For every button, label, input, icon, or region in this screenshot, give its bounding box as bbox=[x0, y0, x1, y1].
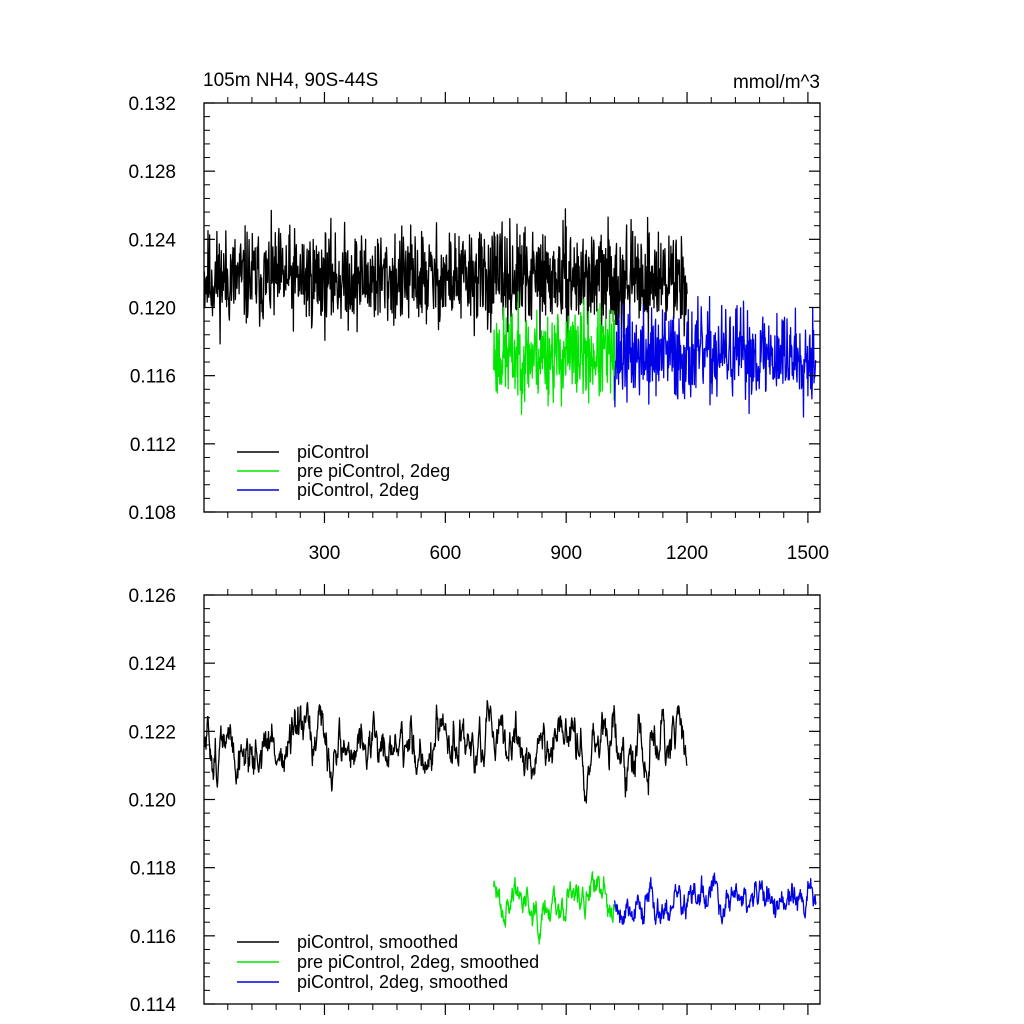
y-tick-label: 0.118 bbox=[130, 859, 176, 880]
x-tick-label: 300 bbox=[309, 543, 341, 564]
x-tick-label: 1500 bbox=[787, 543, 829, 564]
y-tick-label: 0.124 bbox=[128, 654, 176, 675]
top-title-left: 105m NH4, 90S-44S bbox=[203, 70, 378, 91]
x-tick-label: 900 bbox=[550, 543, 582, 564]
legend-label: pre piControl, 2deg, smoothed bbox=[297, 952, 539, 972]
series-line-2 bbox=[493, 871, 616, 945]
y-tick-label: 0.122 bbox=[128, 722, 176, 743]
series-line-1 bbox=[203, 700, 688, 804]
y-tick-label: 0.120 bbox=[128, 299, 176, 320]
y-tick-label: 0.116 bbox=[130, 927, 176, 948]
bottom-panel: 0.114 0.116 0.118 0.120 0.122 0.124 0.126 piCo… bbox=[128, 584, 821, 1016]
y-tick-label: 0.128 bbox=[128, 162, 176, 183]
top-series-group bbox=[203, 208, 817, 418]
x-tick-label: 600 bbox=[429, 543, 461, 564]
legend-label: piControl, smoothed bbox=[297, 932, 458, 952]
y-tick-label: 0.112 bbox=[130, 435, 176, 456]
legend-label: piControl, 2deg, smoothed bbox=[297, 972, 508, 992]
top-panel: 105m NH4, 90S-44S mmol/m^3 0.1080.1120.1… bbox=[128, 70, 829, 564]
y-tick-label: 0.116 bbox=[130, 367, 176, 388]
top-title-right: mmol/m^3 bbox=[733, 72, 820, 93]
bottom-axes: 0.114 0.116 0.118 0.120 0.122 0.124 0.126 bbox=[128, 584, 821, 1016]
series-line-1 bbox=[203, 208, 688, 345]
y-tick-label: 0.124 bbox=[128, 230, 176, 251]
series-line-3 bbox=[613, 295, 817, 418]
x-tick-label: 1200 bbox=[666, 543, 708, 564]
y-tick-label: 0.126 bbox=[128, 586, 176, 607]
top-axes: 0.108 0.112 0.116 0.120 0.124 0.128 0.132 300 60… bbox=[128, 92, 829, 564]
legend-label: pre piControl, 2deg bbox=[297, 461, 450, 481]
y-tick-label: 0.114 bbox=[130, 995, 177, 1016]
y-tick-label: 0.108 bbox=[128, 503, 176, 524]
series-line-3 bbox=[613, 872, 817, 925]
y-tick-label: 0.120 bbox=[128, 791, 176, 812]
bottom-series-group bbox=[203, 700, 817, 945]
y-tick-label: 0.132 bbox=[128, 94, 176, 115]
legend-label: piControl, 2deg bbox=[297, 480, 419, 500]
series-line-2 bbox=[493, 291, 616, 415]
legend-label: piControl bbox=[297, 442, 369, 462]
